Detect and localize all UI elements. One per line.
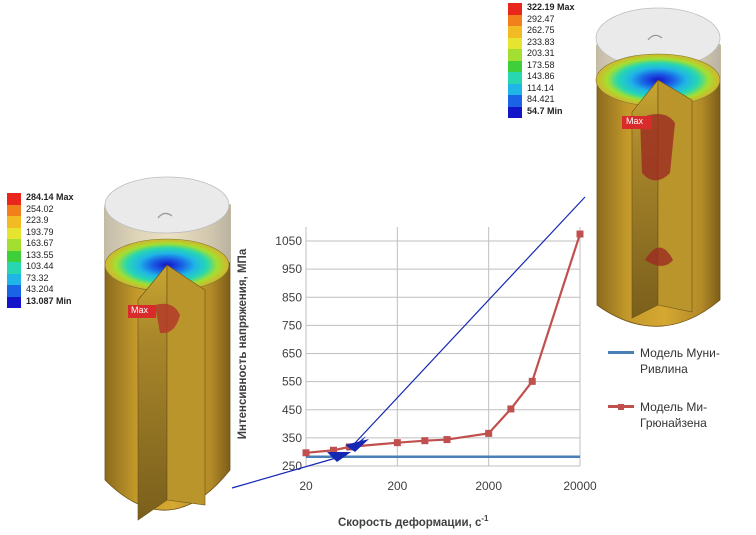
right-scale-swatch bbox=[508, 49, 522, 61]
chart-series bbox=[302, 230, 584, 458]
right-scale-value: 54.7 Min bbox=[527, 105, 563, 116]
right-scale-value: 143.86 bbox=[527, 71, 555, 81]
left-scale-swatch bbox=[7, 296, 21, 308]
left-scale-swatch bbox=[7, 262, 21, 274]
right-scale-swatch bbox=[508, 95, 522, 107]
right-scale-swatch bbox=[508, 83, 522, 95]
left-cylinder-model bbox=[104, 176, 231, 521]
right-scale-swatch bbox=[508, 26, 522, 38]
y-tick-label: 1050 bbox=[275, 234, 302, 248]
y-axis-label: Интенсивность напряжения, МПа bbox=[237, 248, 249, 440]
data-point bbox=[329, 446, 337, 454]
left-scale-value: 284.14 Max bbox=[26, 192, 74, 202]
x-axis-label-sup: -1 bbox=[481, 514, 489, 523]
legend-label-line1: Модель Ми- bbox=[640, 400, 708, 414]
left-scale-swatch bbox=[7, 204, 21, 216]
legend-label-line2: Грюнайзена bbox=[640, 416, 707, 430]
series-line-mie-gruneisen bbox=[305, 233, 582, 454]
right-scale-value: 114.14 bbox=[527, 82, 554, 93]
left-scale-value: 163.67 bbox=[26, 238, 54, 248]
left-scale-swatch bbox=[7, 285, 21, 297]
callout-line-right bbox=[354, 196, 586, 444]
x-axis-label: Скорость деформации, с-1 bbox=[338, 514, 489, 529]
left-scale-swatch bbox=[7, 216, 21, 228]
right-max-label: Max bbox=[626, 116, 644, 126]
left-scale-swatch bbox=[7, 250, 21, 262]
right-scale-value: 292.47 bbox=[527, 13, 555, 24]
legend-label-line2: Ривлина bbox=[640, 362, 688, 376]
callout-arrowhead-right-fill bbox=[345, 439, 369, 452]
left-scale-value: 193.79 bbox=[26, 226, 54, 237]
legend-marker-square bbox=[618, 403, 624, 410]
left-scale-value: 223.9 bbox=[26, 215, 49, 225]
callout-line-left bbox=[231, 457, 337, 489]
right-scale-swatch bbox=[508, 106, 522, 118]
y-tick-label: 450 bbox=[282, 403, 302, 417]
x-tick-label: 20000 bbox=[563, 479, 597, 493]
left-scale-value: 73.32 bbox=[26, 272, 49, 283]
left-scale-value: 103.44 bbox=[26, 261, 54, 271]
chart-grid bbox=[305, 227, 581, 467]
right-max-marker bbox=[622, 116, 652, 129]
right-scale-value: 203.31 bbox=[527, 48, 555, 58]
y-tick-label: 550 bbox=[282, 375, 302, 389]
right-cylinder-model bbox=[595, 7, 721, 327]
x-axis-label-text: Скорость деформации, с bbox=[338, 516, 482, 529]
x-tick-label: 20 bbox=[299, 479, 313, 493]
y-tick-label: 350 bbox=[282, 431, 302, 445]
right-scale-swatch bbox=[508, 72, 522, 84]
left-scale-swatch bbox=[7, 273, 21, 285]
legend-label-line1: Модель Муни- bbox=[640, 346, 720, 360]
y-tick-label: 650 bbox=[282, 347, 302, 361]
y-tick-label: 950 bbox=[282, 262, 302, 276]
right-scale-value: 173.58 bbox=[527, 59, 555, 70]
left-scale-value: 254.02 bbox=[26, 203, 54, 214]
left-max-marker bbox=[128, 305, 156, 318]
left-scale-value: 43.204 bbox=[26, 284, 54, 294]
right-scale-swatch bbox=[508, 14, 522, 26]
left-scale-value: 133.55 bbox=[26, 249, 54, 260]
data-point bbox=[576, 230, 584, 238]
data-point bbox=[485, 429, 493, 437]
legend-swatch-mooney-rivlin bbox=[608, 351, 634, 354]
left-scale-swatch bbox=[7, 227, 21, 239]
data-point bbox=[393, 439, 401, 447]
y-tick-label: 750 bbox=[282, 318, 302, 332]
y-tick-label: 850 bbox=[282, 290, 302, 304]
right-scale-swatch bbox=[508, 3, 522, 15]
data-point bbox=[528, 377, 536, 385]
right-scale-value: 233.83 bbox=[527, 36, 555, 47]
left-scale-swatch bbox=[7, 193, 21, 205]
data-point bbox=[443, 436, 451, 444]
data-point bbox=[421, 437, 429, 445]
right-scale-value: 322.19 Max bbox=[527, 2, 575, 12]
right-scale-value: 84.421 bbox=[527, 94, 555, 104]
left-scale-swatch bbox=[7, 239, 21, 251]
right-scale-swatch bbox=[508, 60, 522, 72]
data-point bbox=[302, 449, 310, 457]
left-scale-value: 13.087 Min bbox=[26, 295, 72, 306]
x-tick-label: 200 bbox=[387, 479, 407, 493]
data-point bbox=[507, 405, 515, 413]
right-scale-swatch bbox=[508, 37, 522, 49]
x-tick-label: 2000 bbox=[475, 479, 502, 493]
left-max-label: Max bbox=[131, 305, 149, 315]
right-scale-value: 262.75 bbox=[527, 25, 555, 35]
callout-arrowhead-left bbox=[327, 452, 351, 462]
